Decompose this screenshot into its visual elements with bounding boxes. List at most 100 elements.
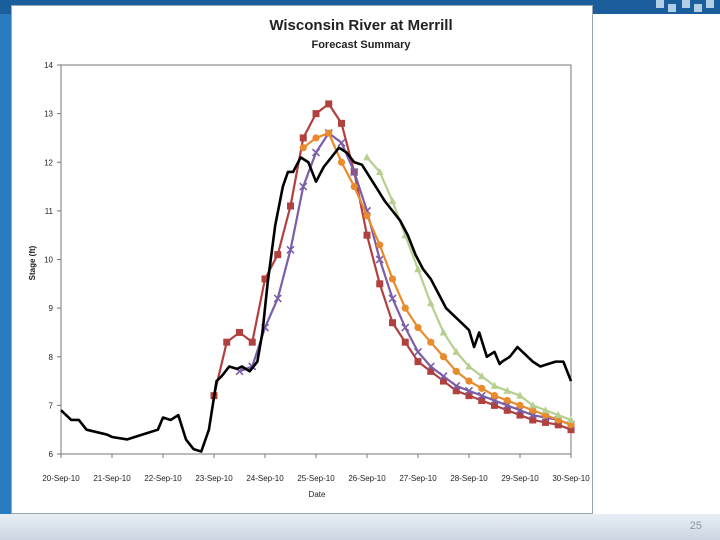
data-point-stroke (477, 391, 486, 400)
y-tick-label: 8 (49, 353, 54, 362)
series-line-2 (239, 131, 572, 426)
data-point (490, 381, 499, 389)
data-point (389, 319, 396, 327)
data-point-stroke (388, 294, 397, 303)
data-point (567, 426, 575, 434)
data-point (414, 358, 422, 366)
data-point-stroke (273, 294, 282, 303)
data-point (452, 367, 460, 375)
x-tick-label: 24-Sep-10 (246, 474, 284, 483)
data-point (427, 367, 435, 375)
data-point (248, 338, 256, 346)
slide-right-panel (593, 14, 720, 514)
data-point (567, 421, 575, 429)
x-tick-label: 28-Sep-10 (450, 474, 488, 483)
data-point-stroke (235, 367, 244, 376)
series-line-5 (60, 146, 573, 453)
x-tick-label: 25-Sep-10 (297, 474, 335, 483)
y-tick-label: 11 (45, 207, 54, 216)
decorative-squares (654, 0, 714, 14)
data-point (554, 421, 562, 429)
data-point (439, 353, 448, 361)
data-point-stroke (464, 386, 474, 395)
data-point (452, 381, 461, 390)
data-point-stroke (375, 255, 384, 264)
x-tick-label: 27-Sep-10 (399, 474, 437, 483)
page-number: 25 (689, 520, 702, 532)
data-point (503, 406, 511, 414)
data-point (375, 255, 384, 264)
series-line-1 (212, 102, 572, 431)
data-point (439, 328, 448, 336)
x-axis-label: Date (309, 490, 326, 499)
y-axis-label: Stage (ft) (28, 245, 37, 280)
data-point-stroke (439, 372, 448, 381)
data-point (554, 411, 563, 419)
x-tick-label: 30-Sep-10 (552, 474, 590, 483)
data-point (261, 275, 269, 283)
data-point (274, 251, 282, 259)
data-point-stroke (311, 148, 321, 157)
data-point (312, 134, 320, 142)
data-point (401, 338, 409, 346)
data-point-stroke (286, 245, 295, 254)
slide-left-stripe (0, 14, 11, 514)
data-point (542, 418, 549, 426)
data-point (376, 241, 384, 249)
data-point (465, 362, 473, 370)
data-point (311, 148, 321, 157)
data-point (375, 167, 384, 175)
data-point (452, 347, 461, 355)
x-tick-label: 21-Sep-10 (93, 474, 131, 483)
data-point (452, 387, 460, 395)
data-point (516, 411, 524, 419)
data-point (401, 304, 409, 312)
chart-subtitle: Forecast Summary (311, 39, 411, 51)
data-point (388, 197, 397, 205)
x-tick-label: 23-Sep-10 (195, 474, 233, 483)
data-point (325, 100, 333, 108)
data-point (464, 386, 474, 395)
chart-svg: Wisconsin River at Merrill Forecast Summ… (28, 17, 590, 499)
data-point (554, 416, 562, 424)
data-point (440, 377, 447, 385)
data-point (465, 392, 473, 400)
data-point-stroke (426, 362, 435, 371)
data-point (376, 280, 384, 288)
data-point (299, 182, 308, 191)
data-point (490, 392, 499, 400)
x-tick-label: 26-Sep-10 (348, 474, 386, 483)
data-point (388, 275, 397, 283)
chart-title: Wisconsin River at Merrill (269, 17, 452, 34)
data-point (478, 397, 486, 405)
x-tick-label: 20-Sep-10 (42, 474, 80, 483)
data-point (529, 406, 537, 414)
data-point (312, 110, 320, 118)
data-point (273, 294, 282, 303)
data-point (567, 415, 575, 423)
data-point (541, 411, 550, 419)
data-point (401, 323, 410, 332)
data-point (363, 153, 371, 161)
data-point (426, 362, 435, 371)
data-point (427, 338, 435, 346)
data-point (363, 212, 371, 220)
data-point (287, 202, 294, 210)
data-point (516, 391, 524, 399)
data-point (516, 401, 524, 409)
data-point (299, 134, 307, 142)
series-line-3 (302, 131, 572, 426)
data-point-stroke (452, 381, 461, 390)
data-point-stroke (413, 347, 423, 356)
data-point (350, 182, 358, 191)
data-point (478, 384, 486, 392)
y-tick-label: 10 (44, 256, 53, 265)
data-point (337, 138, 346, 147)
data-point (414, 323, 422, 332)
data-point (465, 377, 473, 385)
data-point (439, 372, 448, 381)
y-tick-label: 7 (49, 401, 54, 410)
data-point (223, 338, 231, 346)
data-point (413, 347, 423, 356)
data-point (337, 158, 346, 166)
